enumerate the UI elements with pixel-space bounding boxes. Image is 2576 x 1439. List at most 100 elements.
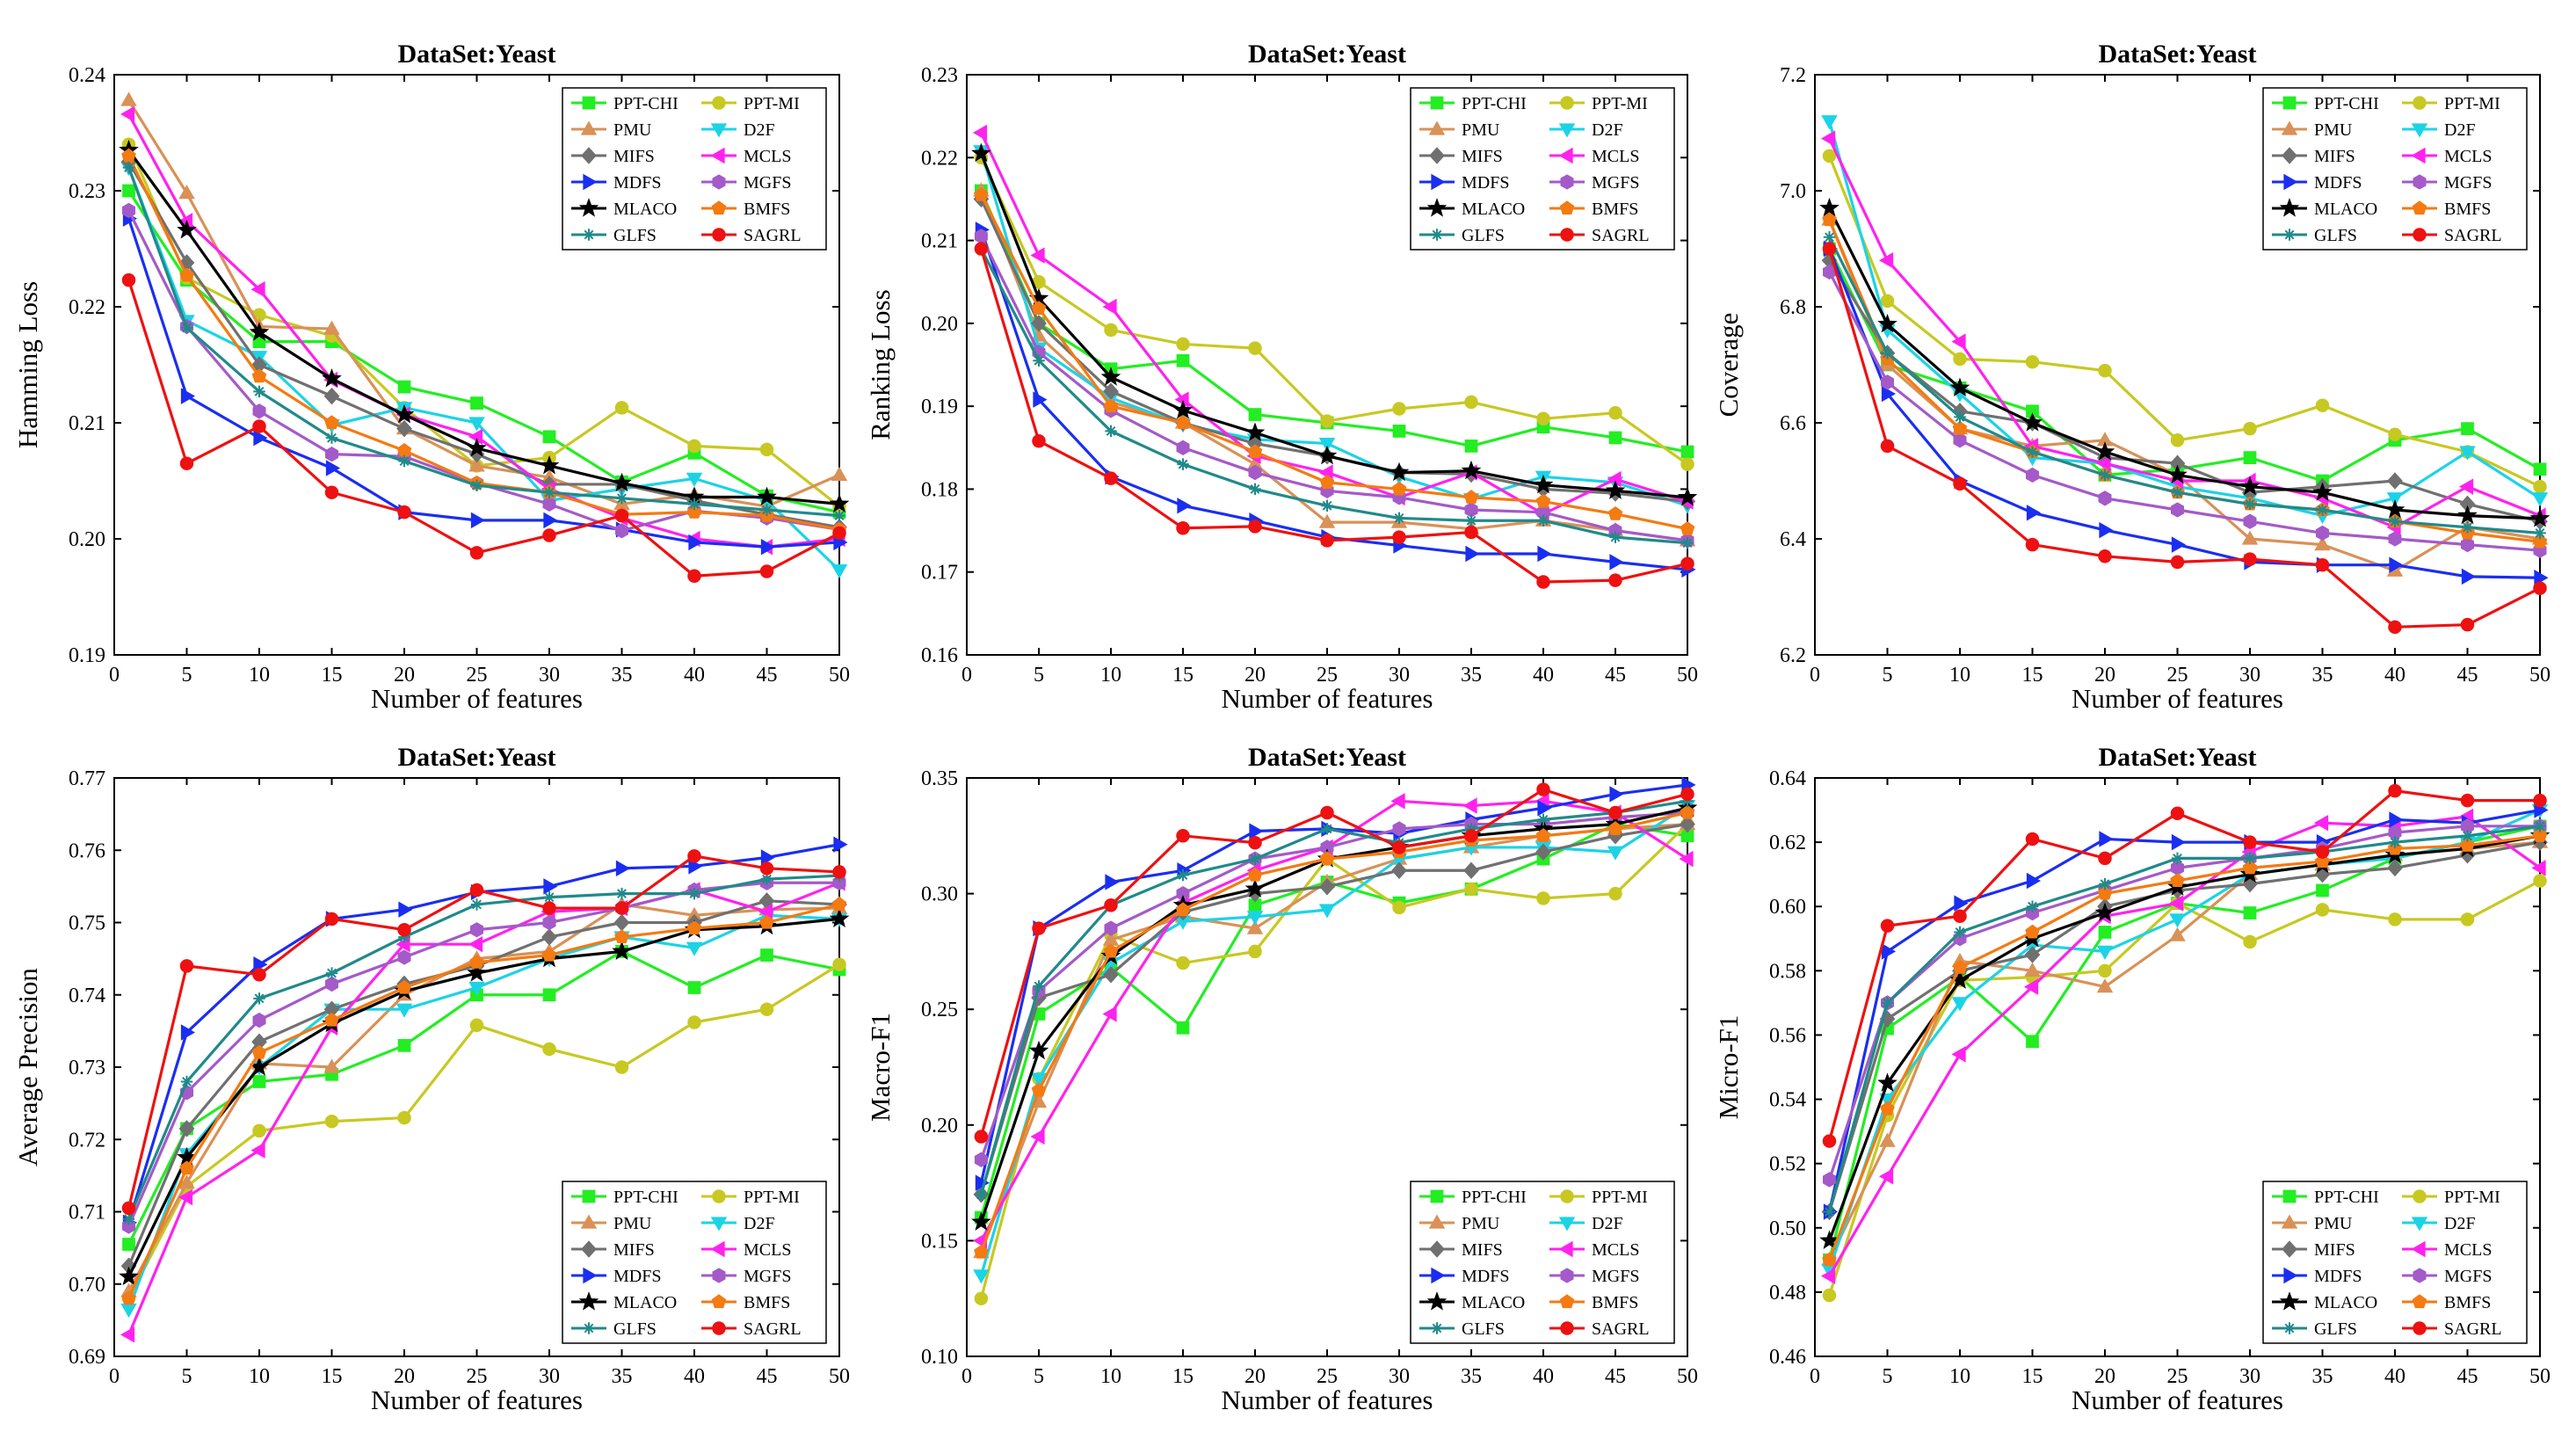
data-point (397, 1110, 411, 1125)
legend-marker (1431, 173, 1446, 191)
data-point (122, 161, 135, 174)
data-point (1100, 367, 1121, 386)
legend-label: PPT-MI (1592, 94, 1648, 113)
data-point (1249, 853, 1261, 865)
data-point (2025, 537, 2040, 552)
data-point (2461, 830, 2474, 842)
data-point (252, 1075, 266, 1088)
x-tick-label: 15 (2022, 1365, 2043, 1388)
legend-marker (2412, 200, 2427, 215)
data-point (2534, 820, 2546, 832)
chart-title: DataSet:Yeast (1248, 40, 1406, 69)
x-tick-label: 5 (1883, 664, 1893, 687)
data-point (121, 148, 136, 163)
data-point (2242, 860, 2258, 875)
legend-marker (580, 1214, 598, 1229)
legend-label: PPT-MI (2444, 94, 2500, 113)
data-point (1819, 1230, 1839, 1250)
data-point (1318, 904, 1336, 919)
data-point (1030, 1072, 1048, 1087)
chart-title: DataSet:Yeast (1248, 743, 1406, 772)
legend-marker (710, 1217, 728, 1232)
x-tick-label: 35 (612, 664, 633, 687)
x-tick-label: 20 (1244, 664, 1266, 687)
data-point (1176, 337, 1190, 352)
data-point (324, 485, 339, 499)
data-point (2315, 398, 2330, 412)
data-point (1951, 1046, 1966, 1063)
y-tick-label: 6.6 (1780, 412, 1806, 435)
data-point (1392, 900, 1406, 915)
data-point (1244, 878, 1266, 898)
data-point (2243, 513, 2257, 529)
data-point (2389, 515, 2401, 527)
legend-label: PPT-MI (744, 94, 800, 113)
data-point (251, 368, 267, 383)
legend-box (562, 87, 827, 251)
x-tick-label: 40 (2384, 1365, 2405, 1388)
data-point (2387, 859, 2403, 877)
data-point (688, 498, 700, 511)
y-tick-label: 0.54 (1769, 1089, 1806, 1112)
data-point (323, 1058, 340, 1073)
data-point (1176, 520, 1190, 535)
data-point (1536, 575, 1550, 589)
data-point (2388, 620, 2402, 635)
data-point (2098, 926, 2112, 939)
data-point (324, 415, 339, 430)
data-point (470, 898, 483, 911)
data-point (1320, 414, 1334, 428)
y-tick-label: 0.24 (69, 64, 105, 87)
data-point (833, 509, 845, 522)
data-point (1104, 323, 1118, 338)
data-point (1246, 911, 1264, 926)
data-point (1102, 298, 1117, 316)
x-tick-label: 10 (1949, 664, 1970, 687)
y-tick-label: 0.22 (921, 147, 958, 170)
y-tick-label: 0.25 (921, 999, 958, 1021)
legend-label: SAGRL (744, 1319, 802, 1339)
legend-label: PMU (613, 1214, 652, 1233)
data-point (470, 479, 483, 492)
data-point (543, 486, 555, 498)
legend-label: SAGRL (744, 226, 802, 245)
data-point (614, 508, 629, 523)
data-point (1877, 313, 1898, 333)
data-point (179, 267, 194, 282)
data-point (1879, 1132, 1896, 1147)
x-tick-label: 50 (1677, 1365, 1698, 1388)
data-point (612, 941, 632, 961)
data-point (397, 505, 411, 520)
data-point (1172, 399, 1194, 419)
data-point (252, 1012, 266, 1028)
data-point (543, 890, 555, 904)
chart-panel-2: DataSet:Yeast 0 5 10 15 20 25 30 35 40 45 50 0.16 0.1… (865, 40, 1698, 714)
data-point (1680, 556, 1694, 571)
data-point (325, 967, 338, 979)
data-point (1464, 502, 1478, 518)
data-point (2243, 421, 2257, 436)
x-tick-label: 50 (2529, 1365, 2551, 1388)
series-glfs (975, 243, 1694, 549)
data-point (614, 1060, 629, 1074)
x-tick-label: 40 (684, 664, 705, 687)
data-point (1031, 1082, 1047, 1097)
data-point (1031, 301, 1047, 315)
x-tick-label: 50 (829, 664, 850, 687)
legend-label: GLFS (613, 226, 657, 245)
data-point (1033, 354, 1045, 367)
data-point (2461, 422, 2474, 435)
legend-label: MLACO (1462, 1293, 1525, 1312)
data-point (2243, 552, 2257, 566)
data-point (2025, 354, 2040, 369)
data-point (2099, 521, 2114, 539)
data-point (180, 1024, 196, 1041)
series-glfs (122, 161, 845, 522)
series-bmfs (974, 186, 1695, 535)
legend-label: PMU (2314, 120, 2353, 140)
data-point (1608, 805, 1622, 820)
data-point (1953, 476, 1967, 491)
data-point (1953, 352, 1967, 367)
y-tick-label: 6.4 (1780, 528, 1806, 551)
legend-marker (1431, 229, 1443, 241)
